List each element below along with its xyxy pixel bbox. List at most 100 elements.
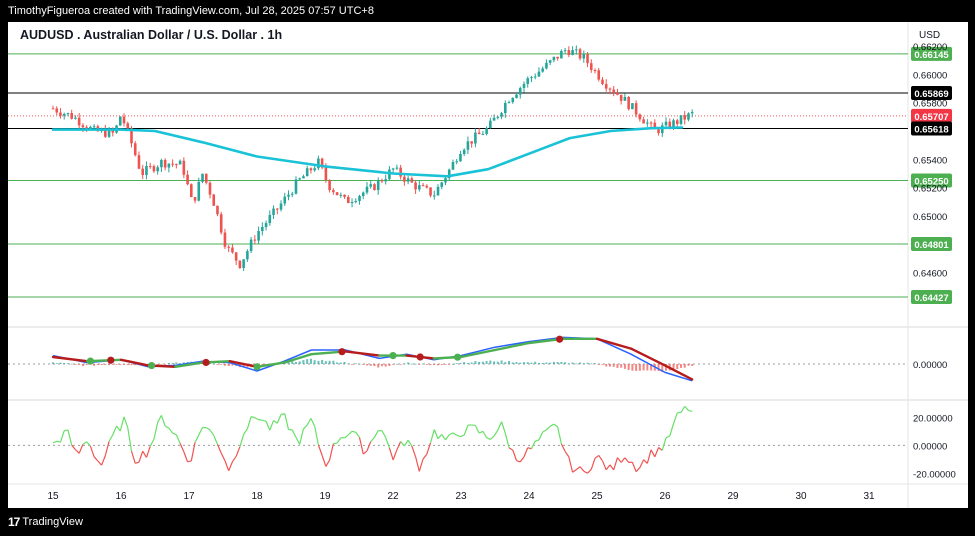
oscillator-segment [381,430,387,438]
macd-histogram-bar [93,364,96,366]
macd-histogram-bar [130,364,133,366]
candle-body [152,166,156,172]
oscillator-segment [269,420,275,431]
candle-body [612,89,616,94]
macd-histogram-bar [489,360,492,364]
oscillator-segment [258,419,263,421]
macd-cross-marker [107,356,115,364]
oscillator-segment [605,464,611,471]
candle-body [403,176,406,182]
oscillator-segment [613,457,619,471]
macd-histogram-bar [156,364,159,366]
candle-body [690,112,694,114]
macd-histogram-bar [108,364,111,366]
oscillator-segment [508,447,514,451]
candle-body [294,179,298,194]
tradingview-logo[interactable]: 17 TradingView [8,515,83,529]
candle-body [664,121,668,126]
level-price-tag [911,46,952,61]
candle-body [373,184,376,191]
candle-body [287,194,290,197]
macd-histogram-bar [657,364,660,371]
macd-histogram-bar [691,364,694,366]
candle-body [223,232,227,247]
candle-body [354,201,358,203]
oscillator-segment [486,437,491,440]
oscillator-segment [160,415,166,427]
candle-body [391,168,395,170]
macd-histogram-bar [81,364,84,366]
candle-body [672,120,675,129]
candle-body [649,122,653,124]
macd-histogram-bar [422,363,425,365]
candle-body [436,186,440,196]
candle-body [425,185,429,188]
level-price-label: 0.64801 [914,240,949,251]
macd-histogram-bar [579,362,582,364]
candle-body [518,88,522,95]
oscillator-segment [688,409,693,412]
macd-cross-marker [148,361,156,370]
oscillator-segment [172,432,177,436]
oscillator-segment [654,447,660,458]
oscillator-segment [601,460,607,470]
candle-body [578,49,582,59]
oscillator-segment [71,444,76,450]
candle-body [238,260,242,269]
macd-histogram-bar [541,363,544,364]
candle-body [246,251,249,260]
oscillator-segment [549,423,555,427]
oscillator-segment [519,456,525,463]
candle-body [208,182,212,195]
candle-body [466,141,470,150]
price-tick-label: 0.65400 [913,155,947,166]
candle-body [190,184,193,198]
macd-histogram-bar [324,361,327,364]
candle-body [440,182,444,187]
macd-histogram-bar [160,364,163,365]
oscillator-segment [104,441,110,456]
oscillator-segment [631,461,637,472]
oscillator-segment [306,418,312,426]
macd-histogram-bar [500,360,503,364]
candle-body [657,129,660,134]
oscillator-segment [344,434,349,439]
macd-histogram-bar [594,363,597,364]
candle-body [533,76,537,78]
oscillator-segment [135,461,140,464]
candle-body [507,102,511,104]
time-tick-label: 15 [47,491,59,502]
oscillator-segment [433,429,439,439]
candle-body [279,203,283,210]
macd-histogram-bar [343,361,346,364]
moving-average-line[interactable] [51,126,684,178]
macd-histogram-bar [351,364,354,365]
oscillator-segment [130,450,136,464]
macd-histogram-bar [459,362,462,364]
candle-body [361,192,365,196]
candle-body [137,155,141,169]
chart-area[interactable]: 0.66145 0.65869 0.65707 0.65618 0.65250 0.648… [8,22,968,508]
macd-histogram-bar [672,364,675,370]
oscillator-segment [587,468,592,474]
oscillator-segment [426,442,432,455]
macd-signal-segment [119,358,150,367]
candle-body [567,50,571,55]
macd-histogram-bar [380,364,383,367]
level-price-tag [911,108,952,123]
candle-body [77,117,81,126]
price-tick-label: 0.65800 [913,99,947,110]
candle-body [503,102,507,114]
macd-histogram-bar [646,364,649,371]
oscillator-segment [482,430,488,438]
macd-histogram-bar [612,364,615,367]
macd-histogram-bar [414,363,417,365]
macd-signal-segment [459,348,497,359]
macd-histogram-bar [522,362,525,364]
candle-body [414,182,417,190]
macd-histogram-bar [470,362,473,364]
oscillator-segment [583,470,588,474]
oscillator-segment [538,431,544,441]
candle-body [597,70,601,80]
